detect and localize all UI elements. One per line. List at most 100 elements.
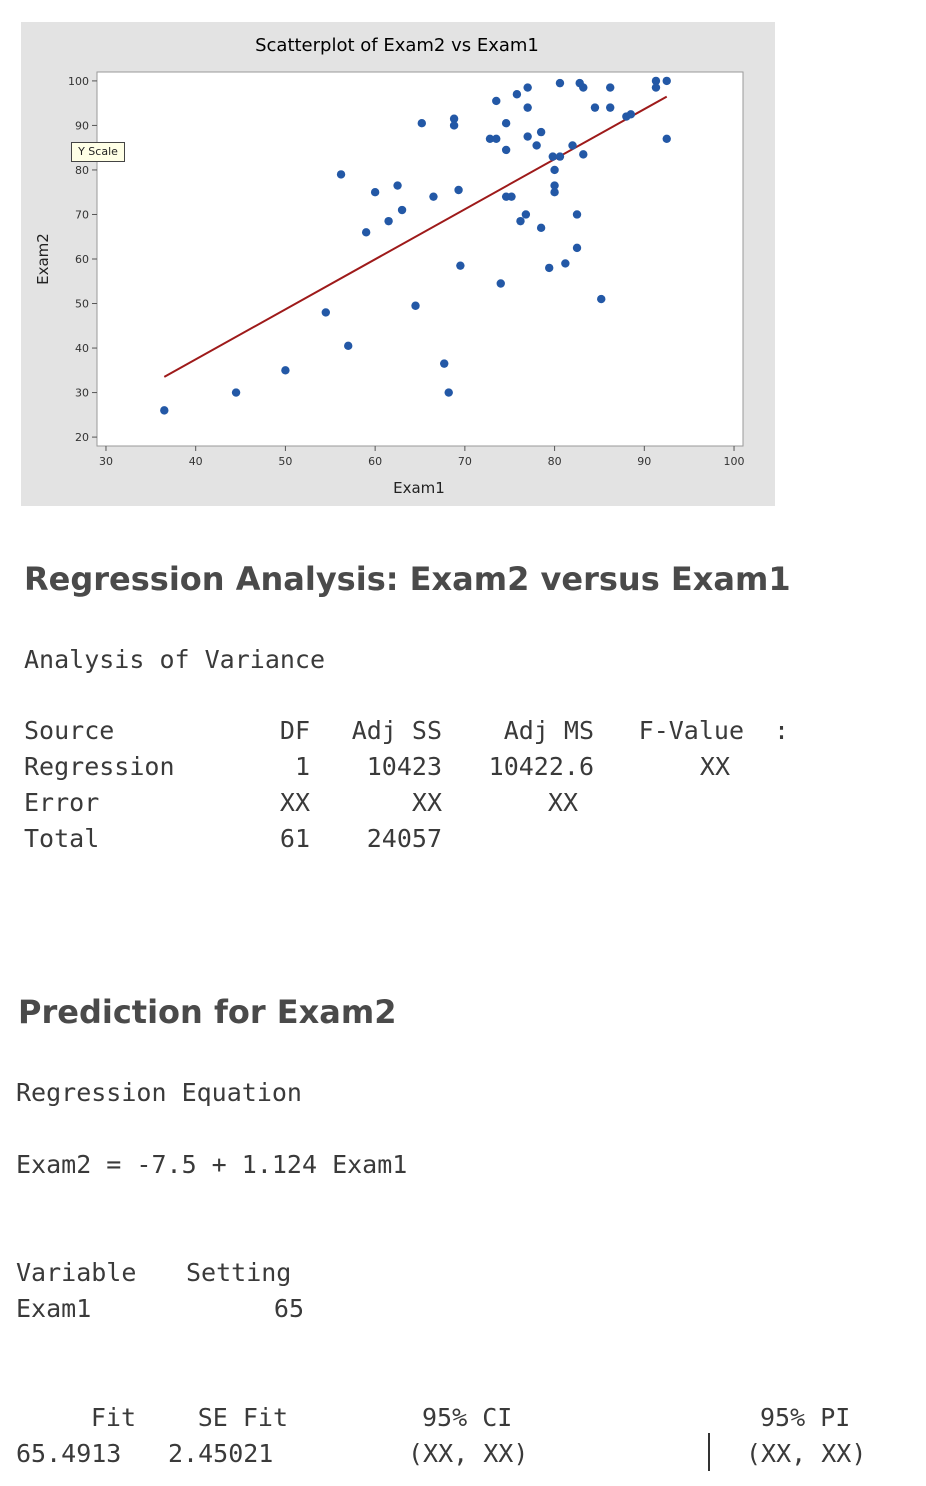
data-point [454,185,463,195]
plot-area [96,71,744,447]
data-point [440,359,449,368]
data-point [651,83,661,92]
se-fit-header: SE Fit [197,1403,288,1432]
x-tick-label: 90 [637,455,651,468]
x-axis: 30 40 50 60 70 80 90 100 [99,446,745,468]
data-point [344,341,353,351]
data-point [456,261,465,270]
data-point [523,83,532,92]
data-point [449,121,459,130]
data-point [492,134,501,143]
y-axis: 20 30 40 50 60 70 80 90 100 [68,75,97,444]
y-tick-label: 90 [75,119,89,132]
scatterplot: Scatterplot of Exam2 vs Exam1 30 40 50 60 70… [34,35,745,497]
data-point [417,119,426,128]
data-point [321,308,330,317]
data-point [572,243,582,253]
data-point [160,406,169,415]
data-point [550,165,559,175]
data-point [507,192,516,201]
x-tick-label: 80 [548,455,562,468]
x-tick-label: 40 [189,455,203,468]
y-tick-label: 40 [75,342,89,355]
data-point [555,152,565,161]
y-axis-label: Exam2 [34,233,52,285]
scatterplot-panel: Scatterplot of Exam2 vs Exam1 30 40 50 60 70… [21,22,775,506]
data-point [523,103,532,112]
data-point [545,263,554,273]
data-point [449,114,459,123]
data-point [444,388,453,397]
data-point [397,205,407,215]
y-scale-tooltip: Y Scale [71,142,125,162]
equation-title: Regression Equation [16,1078,302,1107]
x-tick-label: 50 [278,455,292,468]
header-adj-ms: Adj MS [503,716,594,745]
data-point [651,76,661,86]
setting-header: Setting [186,1258,292,1287]
data-point [597,294,606,304]
data-point [548,152,557,161]
row-df: 1 [294,752,310,781]
data-point [370,188,380,197]
variable-header: Variable [16,1258,137,1287]
data-point [550,181,559,190]
data-point [550,188,559,197]
data-point [501,119,511,128]
data-point [555,78,565,88]
variable-value: Exam1 [16,1294,92,1323]
x-axis-label: Exam1 [393,479,445,497]
fit-header: Fit [90,1403,136,1432]
data-point [572,210,582,219]
data-point [429,192,438,201]
row-adj-ms: 10422.6 [488,752,594,781]
row-source: Total [24,824,100,853]
x-tick-label: 100 [724,455,745,468]
data-point [590,103,600,112]
fit-line [163,95,668,378]
data-point [516,216,525,226]
pi-header: 95% PI [760,1403,851,1432]
regression-equation: Exam2 = -7.5 + 1.124 Exam1 [16,1150,408,1179]
x-tick-label: 60 [368,455,382,468]
data-point [361,228,371,237]
y-tick-label: 100 [68,75,89,88]
data-point [485,134,495,143]
data-point [561,259,570,268]
header-source: Source [24,716,115,745]
data-point [536,223,546,233]
data-point [521,210,531,219]
y-tick-label: 50 [75,298,89,311]
header-adj-ss: Adj SS [351,716,442,745]
y-tick-label: 20 [75,431,89,444]
divider-bar [708,1433,710,1471]
data-point [411,301,420,310]
data-point [536,127,546,137]
x-tick-label: 30 [99,455,113,468]
data-point [336,170,346,179]
ci-value: (XX, XX) [408,1439,529,1468]
data-point [281,366,290,375]
row-source: Regression [24,752,175,781]
data-point [579,150,588,159]
se-fit-value: 2.45021 [168,1439,274,1468]
header-cut: : [774,716,790,745]
data-point [384,216,393,226]
data-point [579,83,588,92]
anova-title: Analysis of Variance [24,645,326,674]
data-point [492,96,501,106]
row-adj-ss: XX [411,788,442,817]
row-source: Error [24,788,100,817]
y-tick-label: 60 [75,253,89,266]
header-df: DF [279,716,310,745]
data-point [606,83,615,92]
ci-header: 95% CI [422,1403,513,1432]
data-point [501,145,511,155]
y-tick-label: 30 [75,387,89,400]
chart-title: Scatterplot of Exam2 vs Exam1 [255,35,539,56]
pi-value: (XX, XX) [746,1439,867,1468]
y-tick-label: 70 [75,208,89,221]
data-point [512,90,522,99]
data-point [568,141,577,150]
row-f-value: XX [699,752,730,781]
